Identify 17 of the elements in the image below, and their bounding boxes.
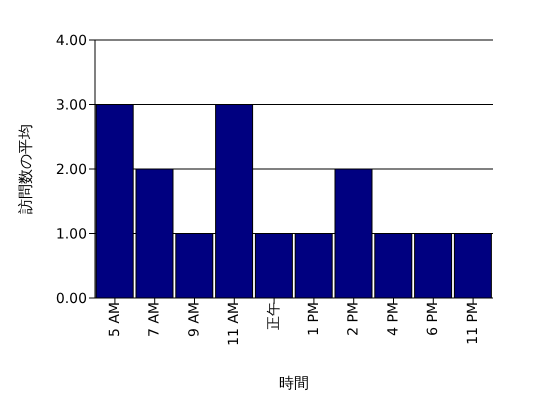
- x-tick-label: 2 PM: [346, 302, 362, 336]
- x-tick-label: 1 PM: [306, 302, 322, 336]
- x-tick-label: 5 AM: [106, 302, 123, 338]
- x-tick-label: 9 AM: [186, 302, 202, 338]
- x-tick-label: 11 AM: [226, 302, 242, 346]
- x-tick-label: 正午: [266, 302, 282, 330]
- x-tick-label: 11 PM: [465, 302, 482, 345]
- y-tick-label: 2.00: [56, 162, 87, 178]
- y-axis-title: 訪問数の平均: [16, 124, 34, 214]
- y-tick-label: 3.00: [56, 97, 87, 114]
- x-axis-title: 時間: [279, 374, 309, 392]
- y-tick-label: 1.00: [56, 226, 87, 242]
- y-tick-label: 0.00: [56, 290, 87, 307]
- y-tick-label: 4.00: [56, 32, 87, 49]
- x-tick-label: 6 PM: [425, 302, 442, 336]
- x-tick-label: 4 PM: [385, 302, 402, 336]
- x-tick-label: 7 AM: [146, 302, 163, 338]
